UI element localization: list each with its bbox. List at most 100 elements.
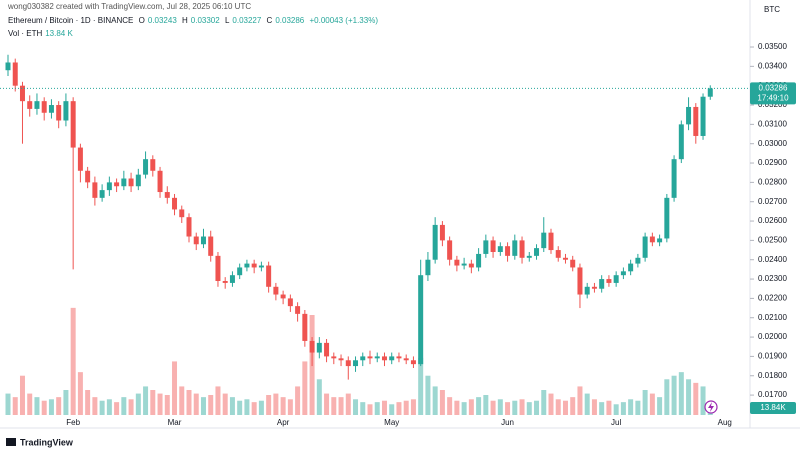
logo-mark — [6, 438, 16, 446]
volume-bar — [468, 399, 474, 415]
candle-body — [483, 240, 489, 254]
volume-bar — [591, 399, 597, 415]
volume-bar — [432, 386, 438, 415]
volume-bar — [454, 400, 460, 415]
candle-body — [403, 358, 409, 361]
volume-bar — [606, 400, 612, 415]
y-tick-label: 0.02700 — [758, 197, 787, 206]
candle-body — [157, 170, 163, 193]
candle-body — [562, 257, 568, 260]
volume-bar — [135, 393, 141, 415]
volume-bar — [396, 402, 402, 415]
ohlc-letter: L — [224, 16, 230, 25]
volume-bar — [215, 386, 221, 415]
candle-body — [577, 267, 583, 295]
ohlc-value: 0.03227 — [232, 16, 262, 25]
candle-body — [447, 240, 453, 260]
volume-bar — [693, 382, 699, 415]
volume-bar — [338, 397, 344, 415]
y-tick-label: 0.01800 — [758, 371, 787, 380]
candle-body — [63, 101, 69, 121]
price-badge-text: 0.03286 — [759, 84, 788, 93]
candle-body — [374, 356, 380, 359]
volume-bar — [19, 375, 25, 415]
candle-body — [664, 197, 670, 239]
volume-bar — [179, 386, 185, 415]
candle-body — [143, 159, 149, 175]
candle-body — [215, 255, 221, 281]
volume-bar — [548, 393, 554, 415]
volume-bar — [418, 357, 424, 415]
x-tick-label: Mar — [168, 418, 182, 427]
volume-bar — [302, 361, 308, 415]
volume-bar — [649, 393, 655, 415]
candle-body — [56, 105, 62, 121]
y-tick-label: 0.02000 — [758, 332, 787, 341]
candle-body — [258, 265, 264, 268]
volume-bar — [273, 393, 279, 415]
volume-bar — [353, 399, 359, 415]
candle-body — [410, 360, 416, 365]
candle-body — [570, 259, 576, 268]
volume-bar — [381, 400, 387, 415]
volume-bar — [534, 400, 540, 415]
volume-bar — [620, 402, 626, 415]
author-line: wong030382 created with TradingView.com,… — [8, 2, 252, 11]
volume-bar — [172, 361, 178, 415]
y-tick-label: 0.01700 — [758, 390, 787, 399]
y-tick-label: 0.02500 — [758, 235, 787, 244]
volume-bar — [77, 372, 83, 415]
volume-bar — [664, 379, 670, 415]
volume-bar — [27, 393, 33, 415]
candle-body — [620, 271, 626, 276]
volume-bar — [128, 399, 134, 415]
volume-bar — [92, 397, 98, 415]
volume-bar — [222, 393, 228, 415]
candle-body — [505, 246, 511, 256]
volume-bar — [41, 400, 47, 415]
y-tick-label: 0.03000 — [758, 139, 787, 148]
candle-body — [534, 248, 540, 256]
volume-bar — [642, 390, 648, 415]
candle-body — [476, 253, 482, 268]
candle-body — [164, 192, 170, 198]
candle-body — [106, 182, 112, 191]
candle-body — [418, 275, 424, 365]
volume-badge — [750, 402, 796, 414]
volume-label: Vol · ETH — [8, 29, 43, 38]
volume-bar — [374, 402, 380, 415]
volume-bar — [403, 400, 409, 415]
volume-bar — [512, 400, 518, 415]
volume-bar — [229, 397, 235, 415]
volume-bar — [367, 404, 373, 415]
candle-body — [208, 236, 214, 256]
ohlc-letter: O — [138, 16, 145, 25]
candle-body — [200, 236, 206, 245]
candle-body — [628, 263, 634, 272]
candle-body — [360, 356, 366, 361]
footer-logo: TradingView — [6, 437, 74, 447]
candle-body — [396, 356, 402, 359]
volume-bar — [106, 399, 112, 415]
candle-body — [266, 265, 272, 287]
candle-body — [353, 360, 359, 367]
volume-bar — [671, 375, 677, 415]
countdown: 17:49:10 — [757, 94, 789, 103]
y-tick-label: 0.02900 — [758, 158, 787, 167]
candle-body — [324, 342, 330, 357]
volume-bar — [186, 390, 192, 415]
candle-body — [707, 88, 713, 97]
volume-bar — [5, 393, 11, 415]
x-tick-label: Feb — [66, 418, 80, 427]
volume-badge-text: 13.84K — [760, 403, 786, 412]
candle-body — [439, 224, 445, 241]
candle-body — [309, 340, 315, 353]
volume-bar — [447, 397, 453, 415]
candle-body — [27, 101, 33, 109]
volume-bar — [678, 372, 684, 415]
candle-body — [548, 232, 554, 251]
candle-body — [490, 240, 496, 252]
volume-bar — [99, 400, 105, 415]
candle-body — [541, 232, 547, 249]
